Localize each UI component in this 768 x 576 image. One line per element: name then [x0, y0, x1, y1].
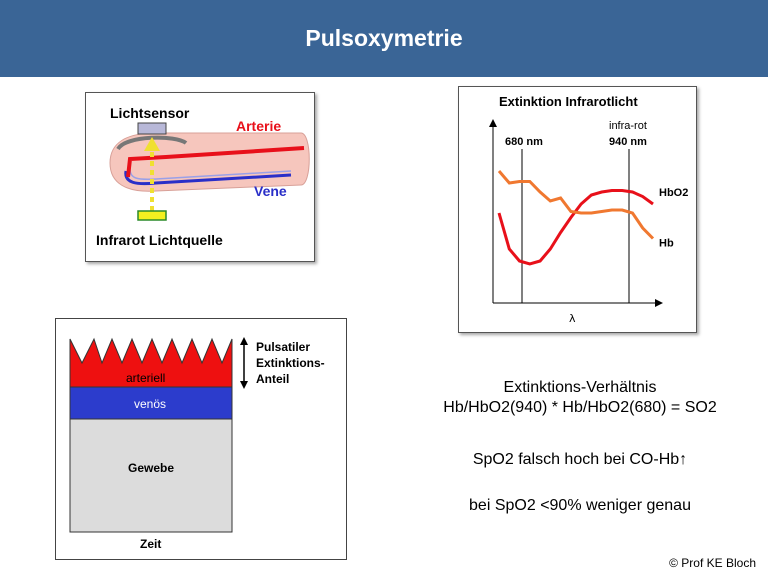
x-axis-label: λ	[569, 312, 576, 325]
sensor-clip	[116, 135, 188, 151]
ratio-formula: Hb/HbO2(940) * Hb/HbO2(680) = SO2	[443, 399, 717, 416]
source-label: Infrarot Lichtquelle	[96, 232, 223, 248]
series-label-hbo2: HbO2	[659, 187, 688, 199]
extinction-chart-panel: Extinktion Infrarotlicht infra-rot 680 n…	[458, 86, 697, 333]
pulsatile-arrow-bottom	[240, 381, 248, 389]
chart-title: Extinktion Infrarotlicht	[499, 94, 638, 109]
series-label-hb: Hb	[659, 238, 674, 250]
light-sensor-box	[137, 122, 167, 135]
y-axis-arrow	[489, 119, 497, 127]
pulsatile-label-line2: Extinktions-	[256, 356, 325, 370]
arterial-layer	[69, 337, 233, 388]
pulsatile-label-line3: Anteil	[256, 372, 289, 386]
vein-label: Vene	[254, 183, 287, 199]
infrared-label: infra-rot	[609, 120, 647, 132]
arterial-label: arteriell	[126, 371, 165, 385]
sensor-label: Lichtsensor	[110, 105, 190, 121]
vein-line	[124, 170, 292, 186]
layer-diagram-panel: arteriell venös Gewebe Pulsatiler Extink…	[55, 318, 347, 560]
series-line-hb	[497, 170, 655, 240]
venous-layer	[69, 386, 233, 420]
finger-diagram-panel: Lichtsensor Arterie Vene Infrarot Lichtq…	[85, 92, 315, 262]
time-label: Zeit	[140, 537, 161, 551]
extinction-ratio-block: Extinktions-Verhältnis Hb/HbO2(940) * Hb…	[400, 378, 760, 418]
venous-label: venös	[134, 397, 166, 411]
tissue-layer	[69, 418, 233, 533]
marker-680-label: 680 nm	[505, 136, 543, 148]
slide-title: Pulsoxymetrie	[305, 25, 463, 51]
copyright: © Prof KE Bloch	[669, 556, 756, 570]
artery-line	[126, 146, 305, 178]
layer-diagram: arteriell venös Gewebe Pulsatiler Extink…	[69, 337, 325, 551]
series-layer: HbO2 Hb	[497, 170, 688, 266]
accuracy-note: bei SpO2 <90% weniger genau	[469, 497, 691, 514]
marker-940-label: 940 nm	[609, 136, 647, 148]
pulsatile-label-line1: Pulsatiler	[256, 340, 310, 354]
extinction-chart: Extinktion Infrarotlicht infra-rot 680 n…	[489, 94, 688, 325]
infrared-source-box	[137, 210, 167, 221]
light-beam-arrowhead	[144, 137, 160, 151]
slide-header: Pulsoxymetrie	[0, 0, 768, 77]
pulsatile-arrow-top	[240, 337, 248, 345]
tissue-label: Gewebe	[128, 461, 174, 475]
artery-label: Arterie	[236, 118, 281, 134]
finger-diagram: Lichtsensor Arterie Vene Infrarot Lichtq…	[96, 105, 310, 248]
x-axis-arrow	[655, 299, 663, 307]
co-hb-note: SpO2 falsch hoch bei CO-Hb↑	[472, 451, 688, 468]
ratio-heading: Extinktions-Verhältnis	[503, 379, 657, 396]
